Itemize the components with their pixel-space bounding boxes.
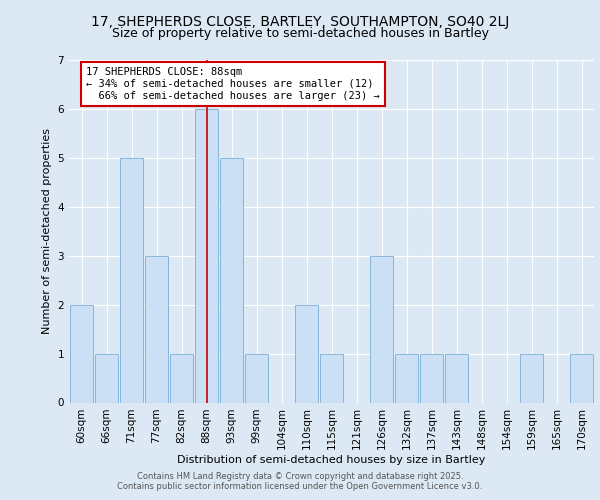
Bar	[420, 354, 443, 403]
Bar	[320, 354, 343, 403]
Bar	[70, 304, 93, 402]
Bar	[195, 109, 218, 403]
Bar	[245, 354, 268, 403]
Text: 17 SHEPHERDS CLOSE: 88sqm
← 34% of semi-detached houses are smaller (12)
  66% o: 17 SHEPHERDS CLOSE: 88sqm ← 34% of semi-…	[86, 68, 380, 100]
Bar	[370, 256, 393, 402]
Bar	[170, 354, 193, 403]
Bar	[120, 158, 143, 402]
Bar	[95, 354, 118, 403]
Bar	[220, 158, 243, 402]
Bar	[295, 304, 318, 402]
Text: Size of property relative to semi-detached houses in Bartley: Size of property relative to semi-detach…	[112, 28, 488, 40]
Y-axis label: Number of semi-detached properties: Number of semi-detached properties	[42, 128, 52, 334]
Bar	[570, 354, 593, 403]
Bar	[395, 354, 418, 403]
Bar	[520, 354, 543, 403]
Text: 17, SHEPHERDS CLOSE, BARTLEY, SOUTHAMPTON, SO40 2LJ: 17, SHEPHERDS CLOSE, BARTLEY, SOUTHAMPTO…	[91, 15, 509, 29]
X-axis label: Distribution of semi-detached houses by size in Bartley: Distribution of semi-detached houses by …	[178, 455, 485, 465]
Bar	[145, 256, 168, 402]
Bar	[445, 354, 468, 403]
Text: Contains HM Land Registry data © Crown copyright and database right 2025.
Contai: Contains HM Land Registry data © Crown c…	[118, 472, 482, 491]
